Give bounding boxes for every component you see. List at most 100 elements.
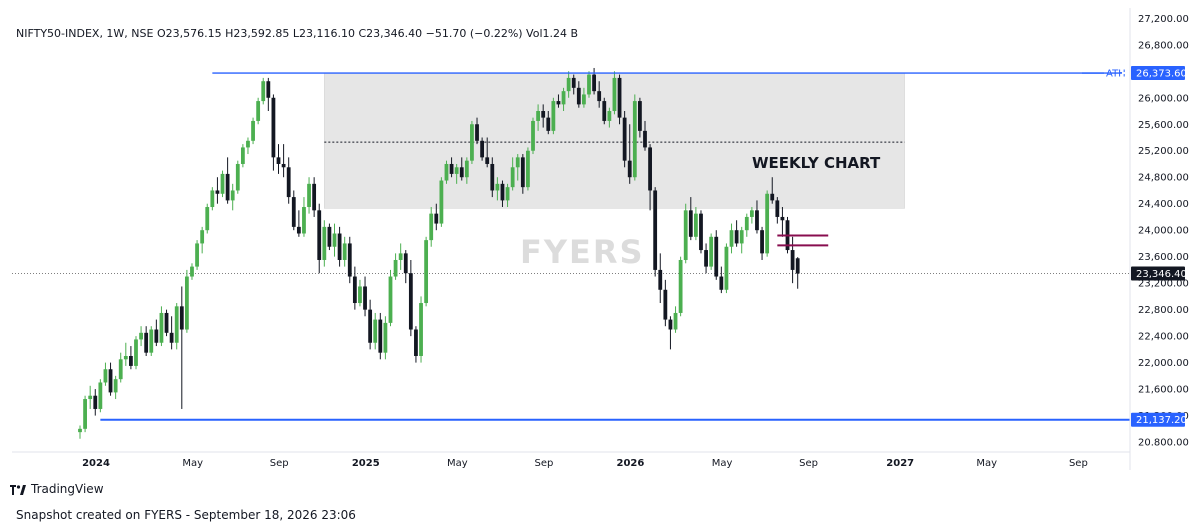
candle-body [235,163,240,191]
y-tick-label: 22,400.00 [1138,332,1189,343]
x-tick-label: Sep [799,458,818,469]
candle-body [383,322,388,353]
candle-body [561,91,566,105]
candle-body [123,355,128,360]
candle-body [337,233,342,260]
candle-body [760,230,764,254]
candle-body [454,167,459,174]
candle-body [378,319,383,353]
candle-body [439,180,444,224]
candle-body [261,81,266,102]
candle-body [515,157,520,168]
zone-label: WEEKLY CHART [752,154,881,172]
x-tick-label: 2024 [82,458,110,469]
x-tick-label: May [447,458,468,469]
candle-body [414,329,418,356]
candle-body [159,312,164,343]
candles-layer [78,67,800,439]
y-tick-label: 24,800.00 [1138,173,1189,184]
candle-body [332,233,337,247]
candle-body [663,289,668,320]
chart-legend: NIFTY50-INDEX, 1W, NSE O23,576.15 H23,59… [16,27,579,40]
candle-body [230,190,235,201]
candle-body [587,74,591,95]
candle-body [531,120,535,151]
candle-body [490,163,495,191]
candle-body [459,167,464,178]
candle-body [149,329,154,353]
candle-body [286,167,291,198]
candle-body [704,250,708,267]
candle-body [317,210,322,260]
candle-body [134,339,138,366]
candle-body [464,160,469,178]
candle-body [83,399,87,429]
candle-body [551,101,556,131]
candle-body [775,200,780,217]
candle-body [719,276,724,290]
candle-body [322,226,327,260]
x-tick-label: May [976,458,997,469]
candle-body [184,276,189,330]
candle-body [88,395,93,400]
candle-body [699,213,703,251]
candle-body [688,210,693,237]
candle-body [749,210,754,217]
y-tick-label: 24,000.00 [1138,226,1189,237]
candle-body [607,111,612,121]
candle-body [714,236,719,277]
candle-body [312,183,317,211]
candle-body [520,157,525,188]
candle-body [592,74,596,92]
candle-body [612,77,617,112]
y-tick-label: 24,400.00 [1138,199,1189,210]
candle-body [566,77,571,92]
candle-body [113,379,118,393]
candle-body [424,240,429,304]
candle-body [281,163,286,168]
candle-body [510,167,515,188]
tradingview-logo-icon [10,484,26,495]
candle-body [724,246,729,290]
candle-body [597,91,602,102]
candle-body [582,94,586,105]
candle-body [302,207,306,234]
candle-body [154,329,159,343]
current-price-label: 23,346.40 [1136,269,1187,280]
candle-body [571,77,576,88]
candle-body [220,173,225,194]
ath-price-label-bg [1131,66,1185,81]
x-tick-label: May [712,458,733,469]
y-tick-label: 22,800.00 [1138,305,1189,316]
candle-body [526,150,530,188]
candle-body [373,319,378,343]
candle-body [210,190,215,208]
candle-body [93,395,98,409]
lines-layer: ATH [100,69,1130,421]
y-tick-label: 23,600.00 [1138,252,1189,263]
candle-body [770,193,775,201]
candle-body [164,312,169,333]
candle-body [648,147,652,191]
candle-body [449,163,454,174]
candle-body [429,213,434,241]
candle-body [444,163,449,181]
candle-body [744,216,749,231]
candle-body [256,101,261,121]
candle-body [103,369,108,383]
candle-body [653,190,658,270]
candle-body [790,250,795,270]
candle-body [556,101,561,105]
candle-body [388,276,393,323]
support-price-label-bg [1131,412,1185,427]
x-tick-label: Sep [534,458,553,469]
y-tick-label: 20.800.00 [1138,438,1189,449]
candle-body [144,332,149,353]
candle-body [205,207,210,231]
candle-body [632,101,637,178]
tradingview-brand[interactable]: TradingView [10,482,104,496]
candle-body [398,253,403,260]
candle-body [408,273,413,330]
candle-body [174,306,179,343]
